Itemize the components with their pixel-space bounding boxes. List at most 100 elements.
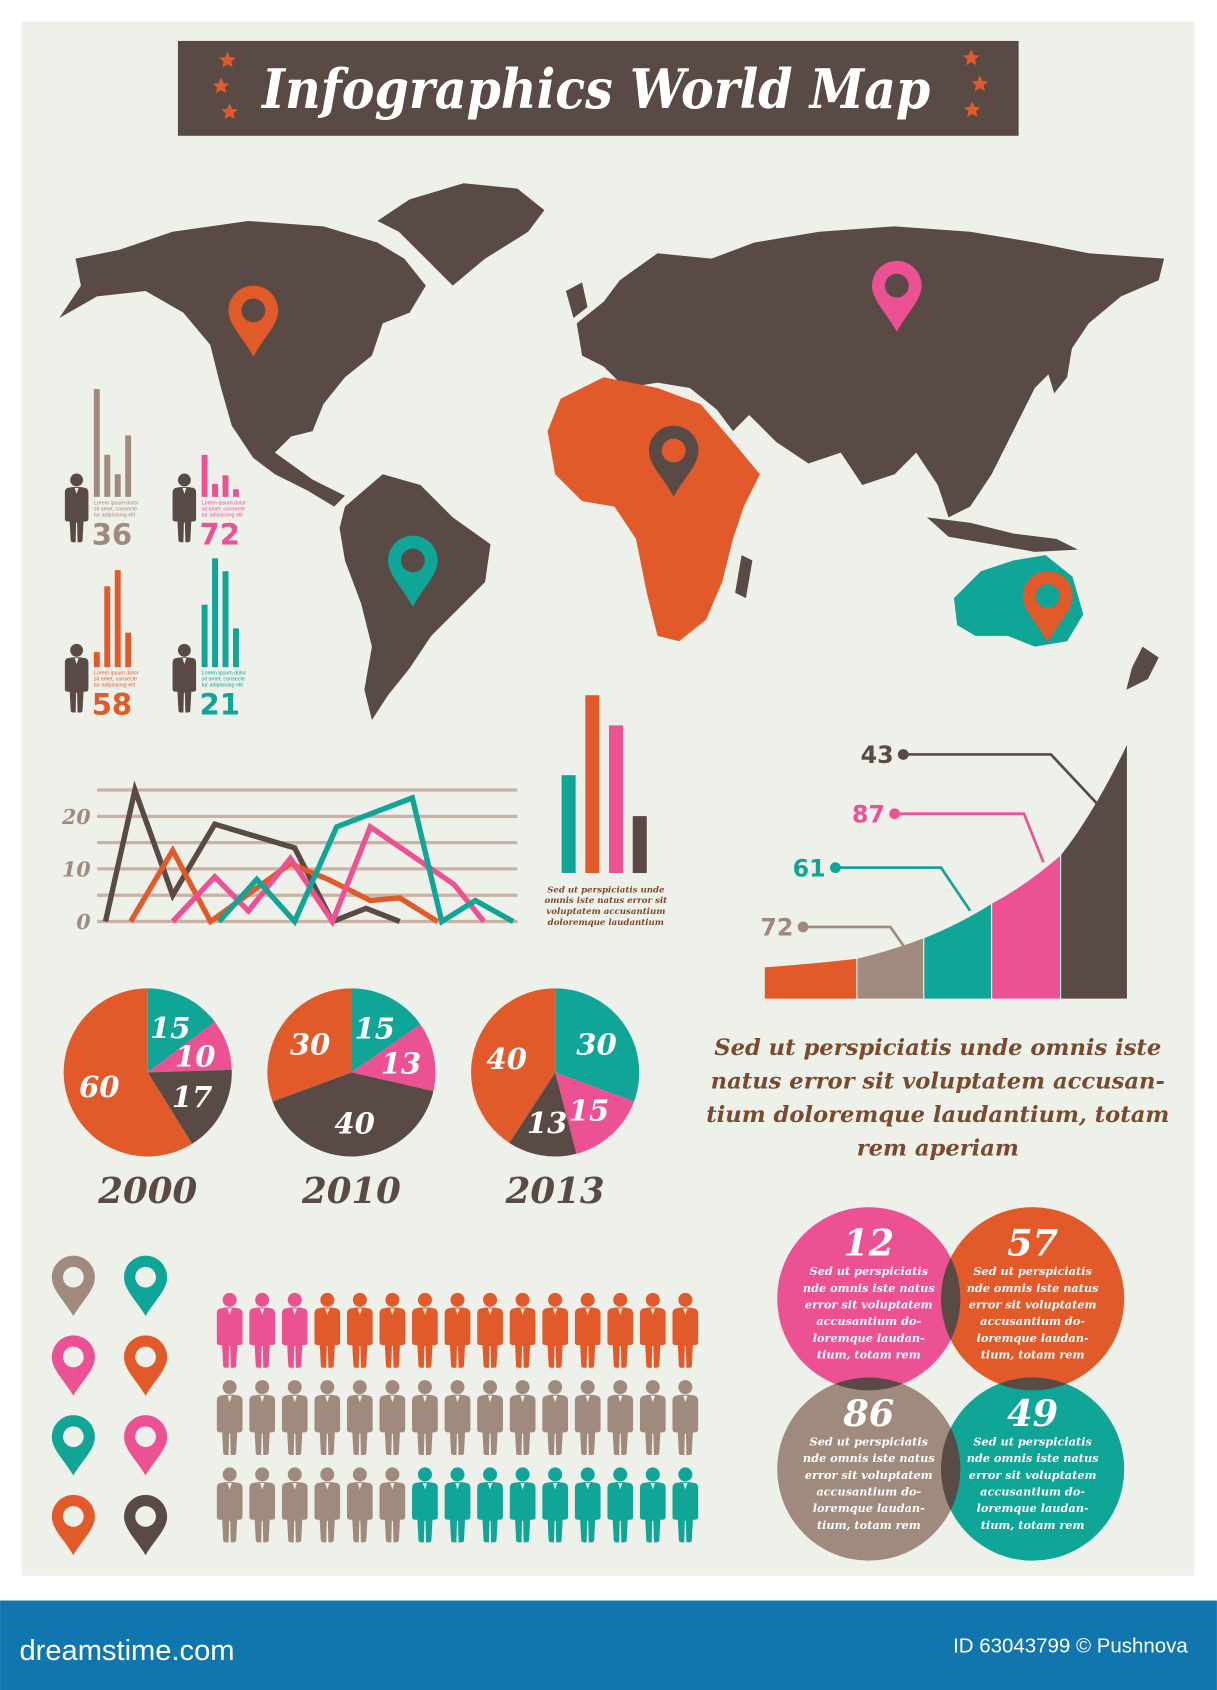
- footer-credit: ID 63043799 © Pushnova: [953, 1634, 1188, 1657]
- pie-slice: [555, 1072, 635, 1154]
- pie-slice: [267, 988, 352, 1102]
- pie-slice-label: 13: [381, 1047, 422, 1081]
- line-series-dark: [102, 780, 401, 925]
- venn-text-line: loremque laudan-: [813, 1501, 925, 1515]
- continent-africa: [547, 377, 760, 642]
- stat-bar: [212, 483, 219, 497]
- venn-value: 49: [1007, 1392, 1058, 1435]
- pie-slice-label: 30: [576, 1027, 617, 1061]
- pin-hole: [661, 438, 686, 463]
- pie-slice: [272, 1072, 434, 1157]
- map-pin-icon: [51, 1415, 95, 1476]
- stat-bar: [222, 475, 229, 497]
- bar: [561, 775, 576, 874]
- footer-brand-link[interactable]: dreamstime.com: [19, 1635, 234, 1667]
- stat-bar: [104, 586, 111, 668]
- venn-text-line: error sit voluptatem: [969, 1297, 1097, 1311]
- people-grid: [216, 1292, 699, 1543]
- venn-text-line: error sit voluptatem: [805, 1297, 933, 1311]
- pin-hole: [63, 1266, 84, 1288]
- venn-value: 86: [842, 1392, 894, 1435]
- venn-text-line: loremque laudan-: [977, 1501, 1089, 1515]
- stat-caption: tur adipisicing elit: [94, 512, 136, 518]
- stat-caption: Lorem ipsum dolor: [94, 671, 139, 677]
- stat-bar: [232, 628, 239, 668]
- leader-dot: [829, 862, 841, 874]
- stat-bar: [232, 489, 239, 497]
- line-series-orange: [128, 845, 439, 926]
- stat-caption: tur adipisicing elit: [94, 683, 136, 689]
- continent-uk: [565, 282, 588, 318]
- venn-value: 57: [1007, 1222, 1058, 1265]
- stat-bar: [104, 454, 111, 497]
- stat-bar: [125, 435, 132, 497]
- map-pin-icon: [648, 425, 699, 497]
- venn-circle: [941, 1377, 1125, 1561]
- map-pin-icon: [124, 1255, 168, 1317]
- leader-dot: [889, 808, 901, 820]
- bar-caption: Sed ut perspiciatis unde: [547, 885, 665, 895]
- stat-value: 58: [92, 688, 133, 722]
- venn-text-line: error sit voluptatem: [805, 1468, 933, 1482]
- growth-label: 87: [852, 800, 885, 828]
- growth-label: 61: [793, 854, 826, 882]
- footer: dreamstime.com ID 63043799 © Pushnova: [0, 1600, 1217, 1690]
- venn-text-line: nde omnis iste natus: [967, 1451, 1099, 1465]
- area-segment: [1060, 742, 1129, 1000]
- stat-caption: sit amet, consecte: [202, 677, 245, 683]
- map-pin-icon: [124, 1494, 168, 1556]
- pin-icons: [51, 1255, 168, 1556]
- leader-dot: [897, 749, 909, 760]
- y-tick-label: 20: [61, 805, 91, 829]
- pin-hole: [135, 1426, 156, 1448]
- line-series-teal: [216, 794, 515, 927]
- map-pin-icon: [124, 1415, 168, 1476]
- continent-japan: [1047, 323, 1073, 394]
- venn-text-line: tium, totam rem: [817, 1518, 921, 1532]
- paragraph-line: natus error sit voluptatem accusan-: [711, 1069, 1165, 1095]
- pie-slice-label: 15: [355, 1011, 396, 1045]
- stat-bar: [114, 570, 121, 668]
- title-banner: Infographics World Map: [177, 40, 1019, 136]
- pie-slice: [471, 988, 556, 1143]
- continent-greenland: [377, 183, 545, 286]
- pie-year-label: 2010: [301, 1171, 401, 1212]
- line-chart: 0 10 20: [61, 780, 518, 934]
- pin-hole: [135, 1506, 156, 1527]
- growth-chart: 43 87 61 72: [760, 741, 1129, 1000]
- venn-text-line: nde omnis iste natus: [803, 1451, 935, 1465]
- person-stats: Lorem ipsum dolor sit amet, consecte tur a…: [64, 389, 246, 722]
- venn-text-line: tium, totam rem: [817, 1348, 921, 1362]
- paragraph-line: tium doloremque laudantium, totam: [706, 1102, 1169, 1128]
- stat-bar: [201, 454, 208, 497]
- venn-text-line: nde omnis iste natus: [967, 1281, 1099, 1295]
- leader-line: [894, 812, 1045, 863]
- map-pin-icon: [51, 1494, 95, 1556]
- venn-text-line: tium, totam rem: [981, 1348, 1085, 1362]
- bar-caption: omnis iste natus error sit: [544, 896, 667, 906]
- continent-new-zealand: [1126, 646, 1159, 690]
- pie-slice-label: 13: [527, 1106, 568, 1140]
- stat-bar: [93, 652, 100, 668]
- title-bar: [177, 40, 1019, 136]
- map-pin-icon: [51, 1335, 95, 1396]
- pin-hole: [884, 273, 909, 298]
- pin-hole: [63, 1506, 84, 1527]
- stat-caption: sit amet, consecte: [202, 506, 245, 512]
- bar-caption: voluptatem accusantium: [546, 907, 665, 917]
- leader-line: [803, 925, 907, 950]
- venn-text-line: accusantium do-: [816, 1484, 921, 1498]
- venn-text-line: nde omnis iste natus: [803, 1281, 935, 1295]
- pie-slice-label: 17: [172, 1080, 213, 1114]
- pie-slice: [147, 1021, 232, 1073]
- venn-circle: [777, 1207, 961, 1391]
- venn-text-line: accusantium do-: [980, 1484, 1085, 1498]
- continent-madagascar: [735, 555, 753, 599]
- map-pin-icon: [1022, 571, 1073, 643]
